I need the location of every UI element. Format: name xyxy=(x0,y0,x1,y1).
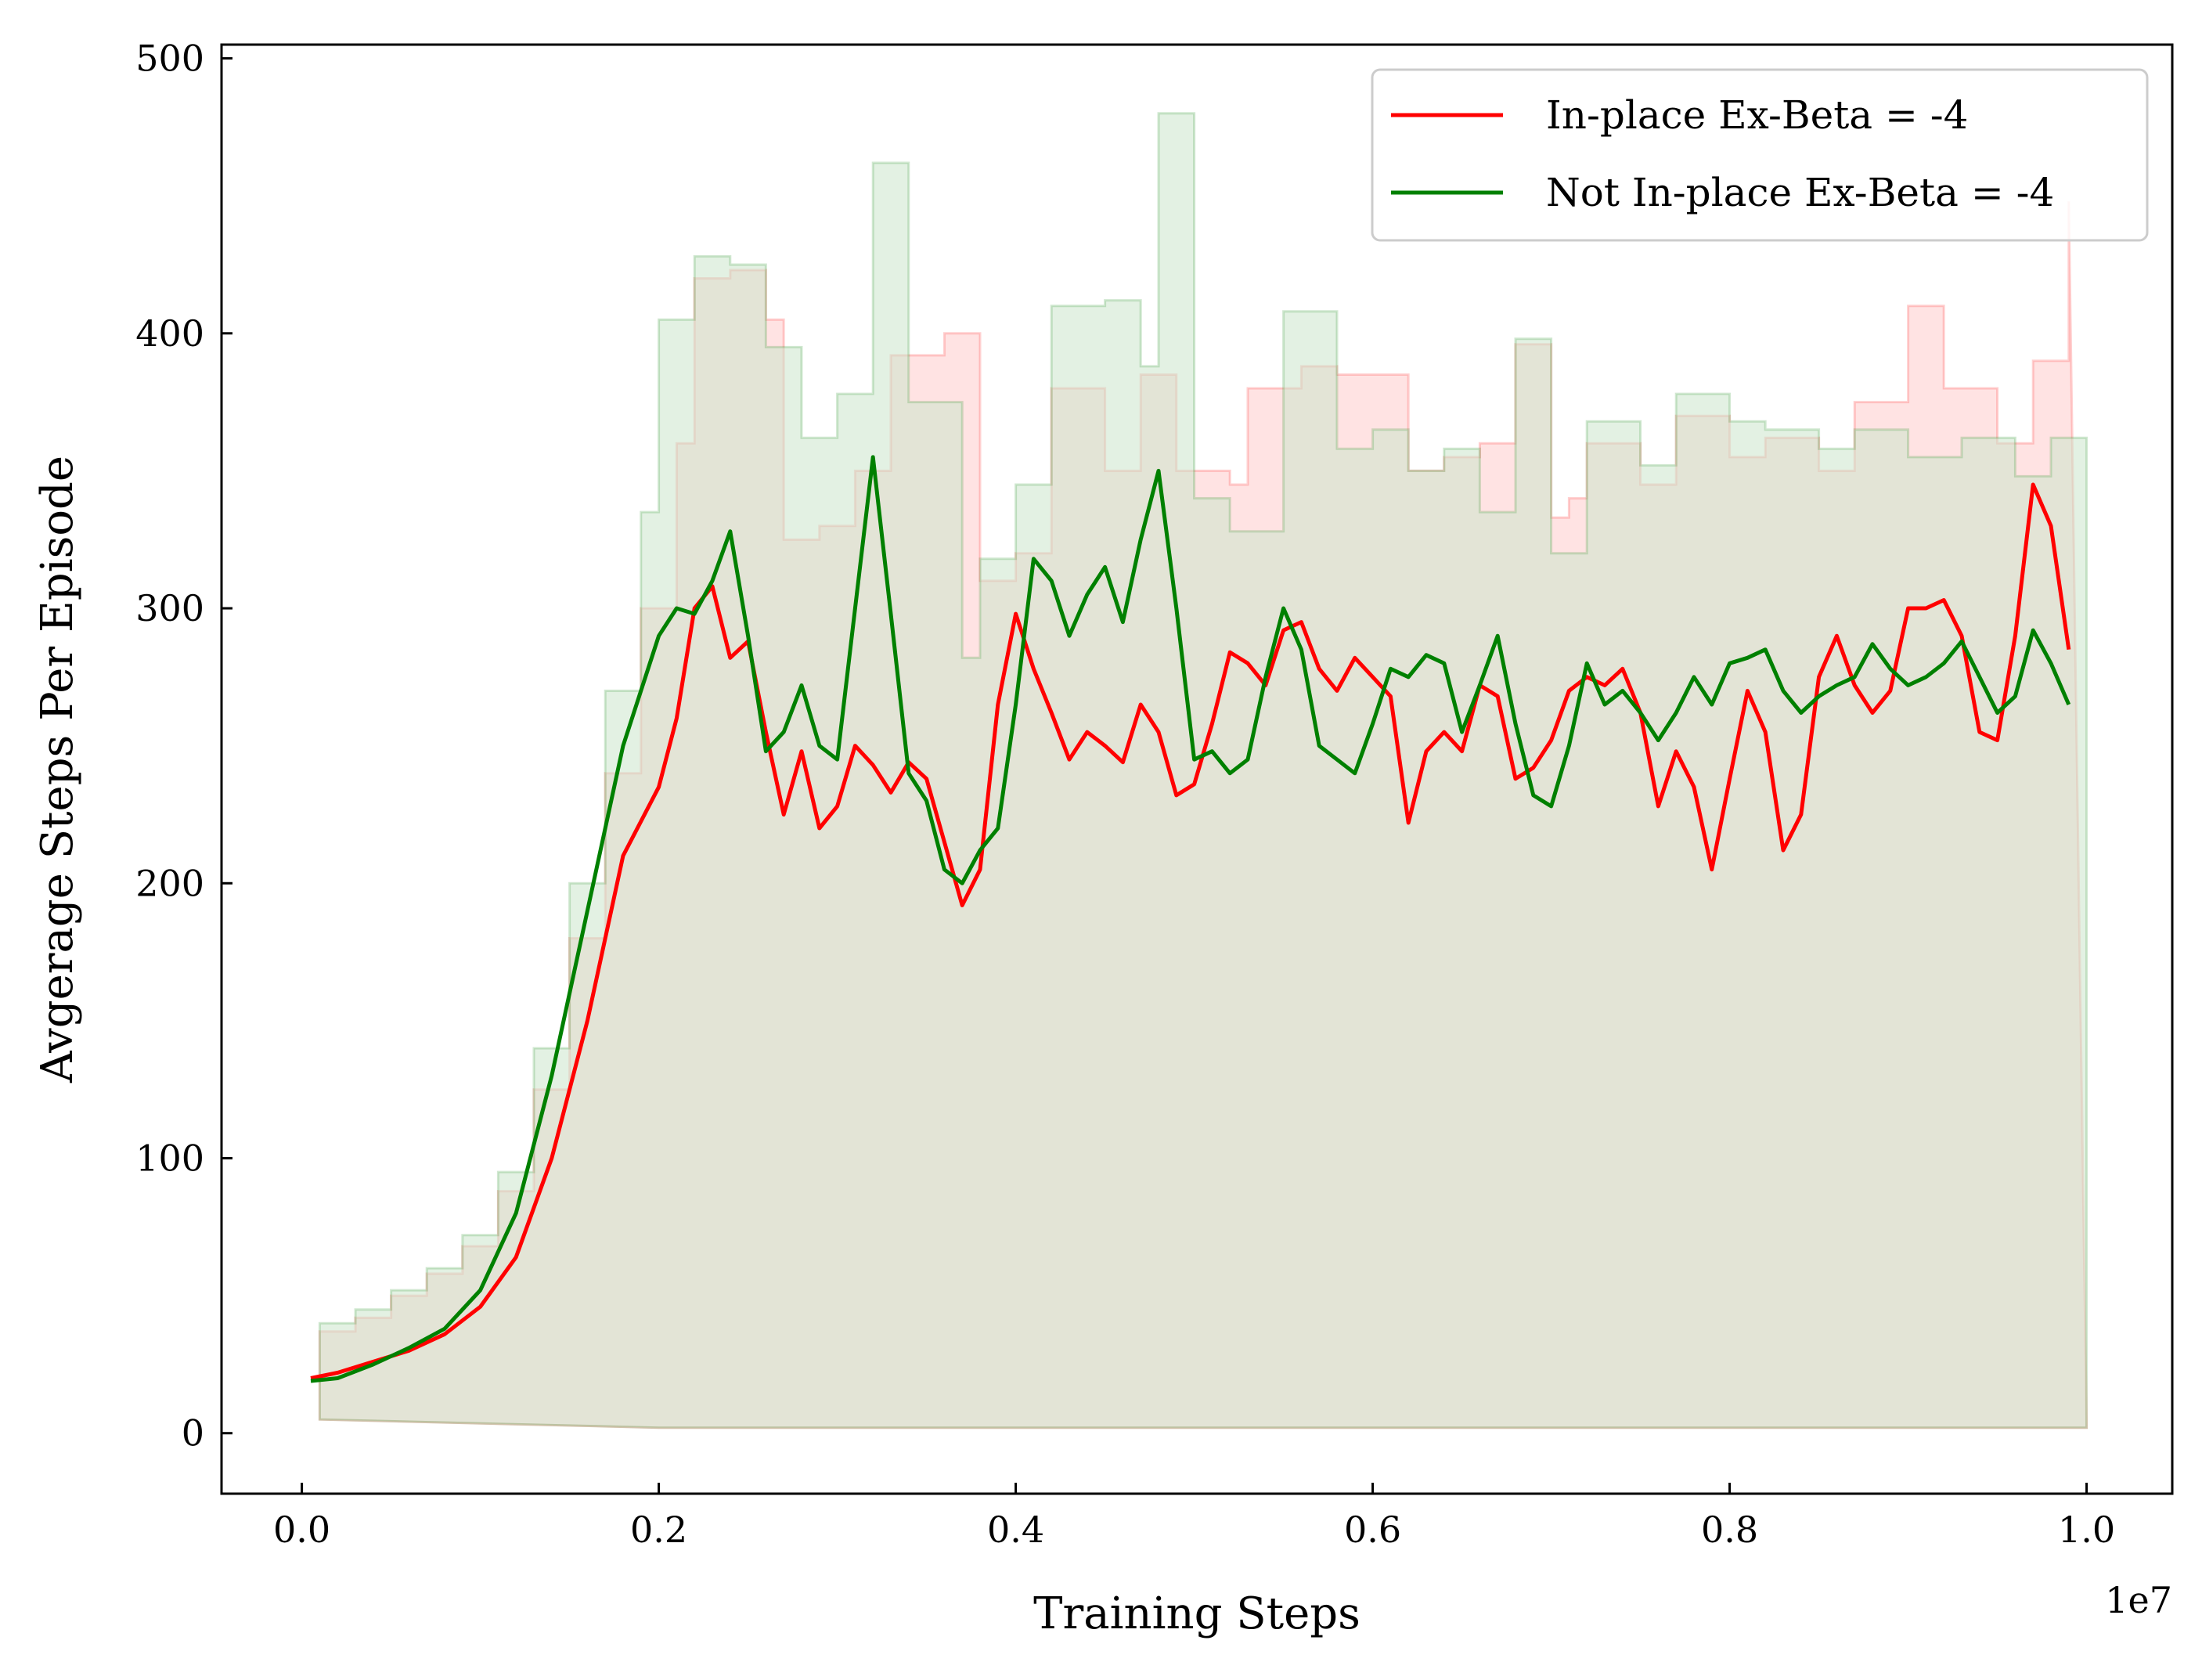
x-axis-label: Training Steps xyxy=(1033,1588,1360,1639)
x-tick-label: 1.0 xyxy=(2058,1509,2115,1551)
x-axis-offset-label: 1e7 xyxy=(2105,1579,2172,1621)
y-tick-label: 300 xyxy=(135,587,204,629)
y-tick-label: 400 xyxy=(135,312,204,355)
plot-frame xyxy=(220,43,2174,1495)
legend-label-2: Not In-place Ex-Beta = -4 xyxy=(1546,170,2054,215)
x-tick-label: 0.0 xyxy=(273,1509,330,1551)
series-lines xyxy=(310,455,2071,1383)
y-tick-label: 200 xyxy=(135,862,204,904)
y-tick-label: 0 xyxy=(182,1412,204,1455)
series-line-2 xyxy=(310,455,2071,1383)
confidence-bands xyxy=(318,112,2088,1429)
y-axis-ticks: 0 100 200 300 400 500 xyxy=(135,38,232,1455)
x-tick-label: 0.8 xyxy=(1701,1509,1758,1551)
series-line-1 xyxy=(310,482,2071,1380)
x-tick-label: 0.4 xyxy=(987,1509,1044,1551)
x-tick-label: 0.2 xyxy=(630,1509,687,1551)
x-tick-label: 0.6 xyxy=(1344,1509,1401,1551)
legend-box xyxy=(1371,68,2149,242)
legend-label-1: In-place Ex-Beta = -4 xyxy=(1546,92,1968,138)
legend: In-place Ex-Beta = -4 Not In-place Ex-Bet… xyxy=(1371,68,2149,242)
confidence-band-2 xyxy=(318,112,2088,1429)
y-axis-label: Avgerage Steps Per Episode xyxy=(32,456,83,1083)
y-tick-label: 500 xyxy=(135,38,204,80)
x-axis-ticks: 0.0 0.2 0.4 0.6 0.8 1.0 xyxy=(273,1483,2115,1551)
y-tick-label: 100 xyxy=(135,1137,204,1179)
